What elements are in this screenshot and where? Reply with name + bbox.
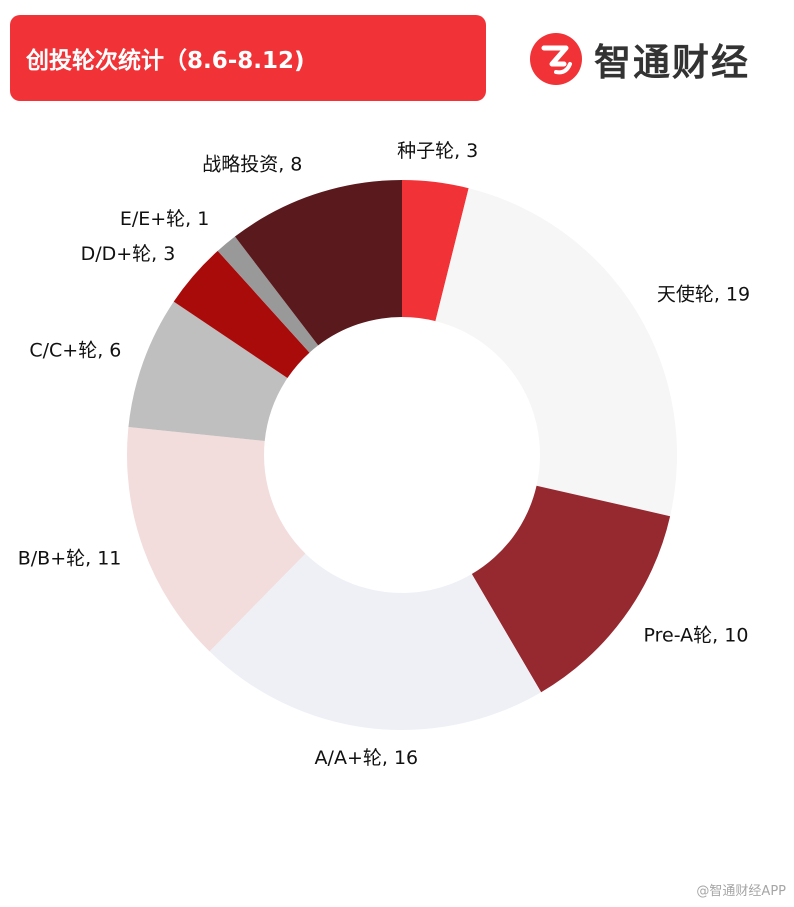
chart-labels: 种子轮, 3 天使轮, 19 Pre-A轮, 10 A/A+轮, 16 B/B+轮, 1…: [18, 140, 750, 769]
slice-label: E/E+轮, 1: [120, 208, 210, 230]
pie-slice: [127, 426, 306, 652]
pie-slice: [234, 180, 402, 346]
pie-slice: [435, 188, 677, 517]
slice-label: Pre-A轮, 10: [644, 624, 749, 646]
chart-slices: [127, 180, 677, 730]
slice-label: B/B+轮, 11: [18, 548, 122, 570]
slice-label: 种子轮, 3: [397, 140, 478, 162]
watermark: @智通财经APP: [696, 884, 786, 899]
slice-label: 战略投资, 8: [202, 154, 302, 176]
slice-label: C/C+轮, 6: [29, 339, 121, 361]
title-banner: 创投轮次统计（8.6-8.12): [10, 15, 486, 101]
pie-slice: [173, 250, 310, 379]
pie-slice: [128, 301, 288, 441]
pie-slice: [402, 180, 469, 322]
slice-label: A/A+轮, 16: [315, 747, 419, 769]
pie-slice: [217, 236, 319, 353]
page-title: 创投轮次统计（8.6-8.12): [26, 48, 305, 74]
slice-label: 天使轮, 19: [657, 283, 750, 305]
brand-name: 智通财经: [594, 40, 750, 84]
slice-label: D/D+轮, 3: [81, 243, 176, 265]
brand: 智通财经: [530, 32, 750, 86]
pie-slice: [209, 553, 542, 730]
pie-slice: [471, 485, 671, 693]
zhitong-logo-icon: [530, 33, 582, 85]
